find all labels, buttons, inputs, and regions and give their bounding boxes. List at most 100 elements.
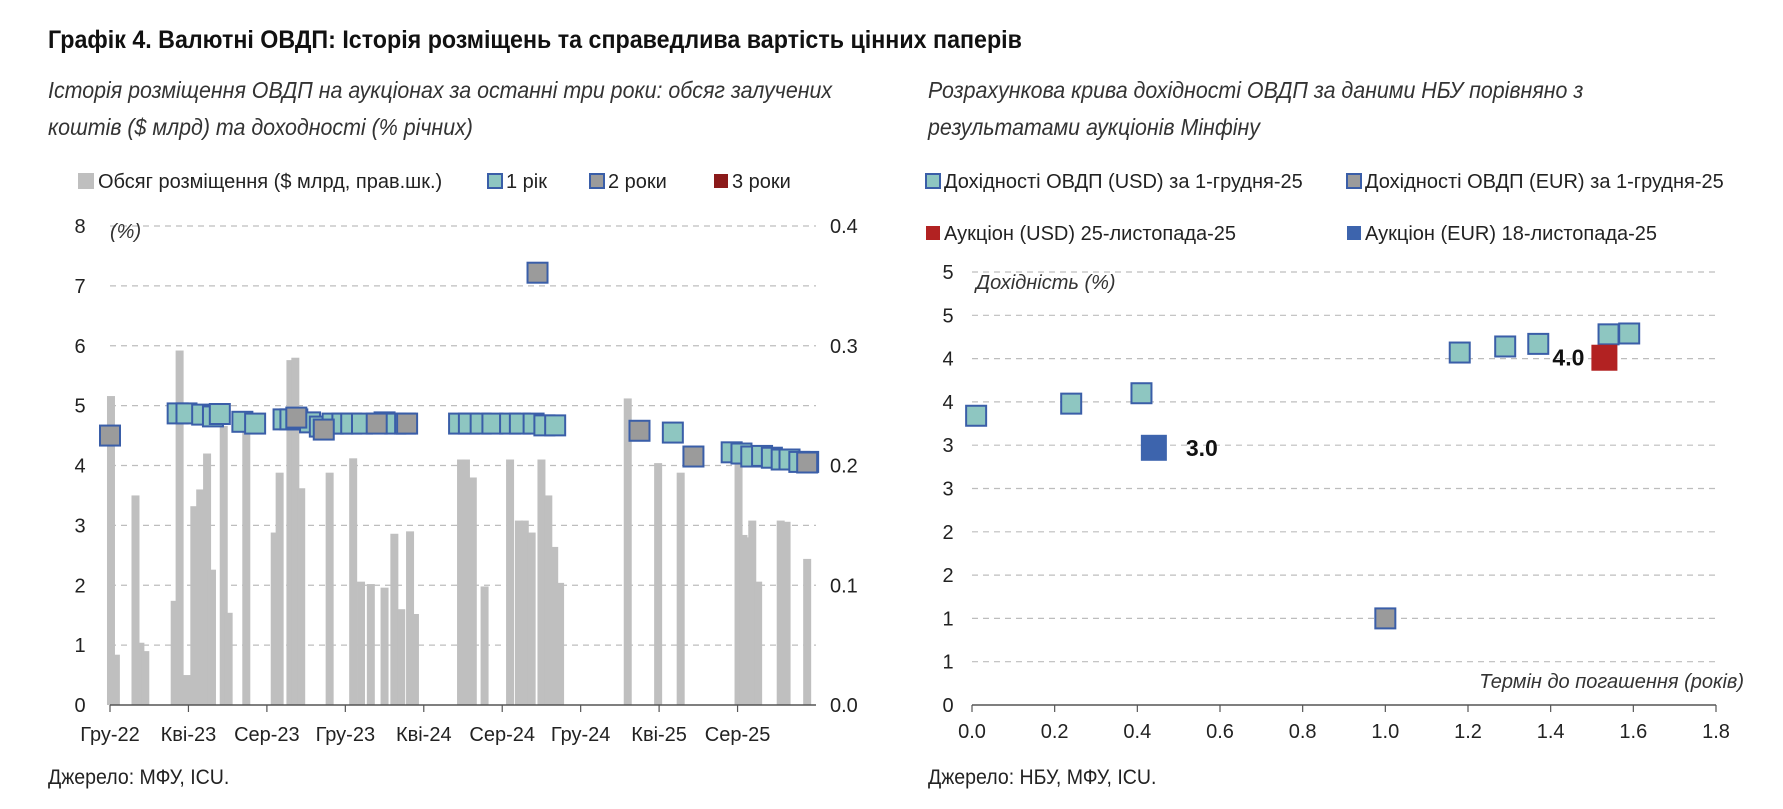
left-y-tick-label: 4 xyxy=(74,456,85,478)
right-legend-marker xyxy=(1347,226,1361,240)
left-x-tick-label: Гру-22 xyxy=(80,724,140,746)
volume-bar xyxy=(183,675,192,705)
volume-bar xyxy=(224,612,233,705)
left-y-unit-label: (%) xyxy=(110,221,141,243)
volume-bar xyxy=(175,350,184,705)
volume-bar xyxy=(136,642,145,705)
right-y-tick-label: 4 xyxy=(942,349,953,371)
volume-bar xyxy=(654,463,663,705)
volume-bar xyxy=(506,459,515,705)
right-y-tick-label: 2 xyxy=(942,565,953,587)
volume-bar xyxy=(390,533,399,705)
yield-2y-point xyxy=(796,451,819,474)
left-x-tick-label: Кві-25 xyxy=(631,724,687,746)
yield-2y-point xyxy=(312,418,335,441)
left-chart-source: Джерело: МФУ, ICU. xyxy=(48,766,230,789)
volume-bar xyxy=(410,613,419,705)
usd-yield-point xyxy=(1494,335,1517,358)
yield-1y-point xyxy=(661,421,684,444)
right-y-tick-label: 5 xyxy=(942,262,953,284)
eur-yield-point xyxy=(1374,607,1397,630)
right-y-tick-label: 0 xyxy=(942,695,953,717)
yield-2y-point xyxy=(682,445,705,468)
right-y-tick-label: 5 xyxy=(942,305,953,327)
yield-1y-point xyxy=(544,414,567,437)
usd-yield-point xyxy=(1527,332,1550,355)
right-x-tick-label: 1.2 xyxy=(1454,721,1482,743)
left-y-tick-label: 1 xyxy=(74,635,85,657)
right-y-tick-label: 3 xyxy=(942,479,953,501)
volume-bar xyxy=(357,581,366,705)
left-y-tick-label: 5 xyxy=(74,396,85,418)
right-y-tick-label: 3 xyxy=(942,435,953,457)
left-legend-marker xyxy=(78,173,94,189)
volume-bar xyxy=(550,546,559,705)
volume-bar xyxy=(520,520,529,705)
left-x-tick-label: Сер-25 xyxy=(705,724,771,746)
left-x-tick-label: Гру-23 xyxy=(316,724,376,746)
volume-bar xyxy=(537,459,546,705)
volume-bar xyxy=(190,506,199,705)
volume-bar xyxy=(514,520,523,705)
volume-bar xyxy=(776,520,785,705)
left-legend-label: 1 рік xyxy=(506,171,547,193)
right-x-tick-label: 0.0 xyxy=(958,721,986,743)
volume-bar xyxy=(111,654,120,705)
usd-yield-point xyxy=(1130,382,1153,405)
volume-bar xyxy=(743,537,752,705)
yield-2y-point xyxy=(285,406,308,429)
left-chart-subtitle: Історія розміщення ОВДП на аукціонах за … xyxy=(48,77,833,140)
right-x-tick-label: 1.6 xyxy=(1619,721,1647,743)
volume-bar xyxy=(556,582,565,705)
left-y-tick-label: 7 xyxy=(74,276,85,298)
right-chart-source: Джерело: НБУ, МФУ, ICU. xyxy=(928,766,1157,789)
left-x-tick-label: Сер-23 xyxy=(234,724,300,746)
volume-bar xyxy=(366,584,375,705)
yield-2y-point xyxy=(99,424,121,447)
volume-bar xyxy=(754,581,763,705)
volume-bar xyxy=(734,459,743,705)
right-legend-label: Дохідності ОВДП (EUR) за 1-грудня-25 xyxy=(1365,171,1724,193)
usd-yield-point xyxy=(1618,322,1641,345)
right-x-tick-label: 0.4 xyxy=(1123,721,1151,743)
left-y-tick-label: 2 xyxy=(74,575,85,597)
volume-bar xyxy=(380,587,389,705)
right-x-tick-label: 0.6 xyxy=(1206,721,1234,743)
right-legend-marker xyxy=(1346,173,1362,189)
right-x-tick-label: 1.0 xyxy=(1371,721,1399,743)
volume-bar xyxy=(291,357,300,705)
right-x-tick-label: 1.4 xyxy=(1537,721,1565,743)
volume-bar xyxy=(349,458,358,705)
usd-yield-point xyxy=(1448,341,1471,364)
right-legend-label: Аукціон (EUR) 18-листопада-25 xyxy=(1365,223,1657,245)
volume-bar xyxy=(196,489,205,705)
right-x-axis-label: Термін до погашення (років) xyxy=(1479,671,1744,693)
yield-1y-point xyxy=(244,412,267,435)
volume-bar xyxy=(170,600,179,705)
usd-yield-point xyxy=(1060,392,1083,415)
right-y-tick-label: 2 xyxy=(942,522,953,544)
left-legend-marker xyxy=(487,173,503,189)
left-y-tick-label: 8 xyxy=(74,216,85,238)
eur-auction-label: 3.0 xyxy=(1186,435,1218,461)
volume-bar xyxy=(242,425,251,705)
left-legend-label: 3 роки xyxy=(732,171,791,193)
left-y2-tick-label: 0.0 xyxy=(830,695,858,717)
left-legend-marker xyxy=(714,174,728,188)
volume-bar xyxy=(203,453,212,705)
usd-yield-point xyxy=(1597,323,1620,346)
left-y2-tick-label: 0.2 xyxy=(830,456,858,478)
volume-bar xyxy=(468,477,477,705)
volume-bar xyxy=(131,495,140,705)
right-legend-label: Дохідності ОВДП (USD) за 1-грудня-25 xyxy=(944,171,1303,193)
yield-1y-point xyxy=(208,403,231,426)
left-legend-marker xyxy=(589,173,605,189)
left-y2-tick-label: 0.4 xyxy=(830,216,858,238)
volume-bar xyxy=(270,532,279,705)
volume-bar xyxy=(676,472,685,705)
usd-auction-label: 4.0 xyxy=(1552,345,1584,371)
right-chart-subtitle: Розрахункова крива дохідності ОВДП за да… xyxy=(928,77,1584,140)
left-legend-label: 2 роки xyxy=(608,171,667,193)
left-x-tick-label: Кві-24 xyxy=(396,724,452,746)
